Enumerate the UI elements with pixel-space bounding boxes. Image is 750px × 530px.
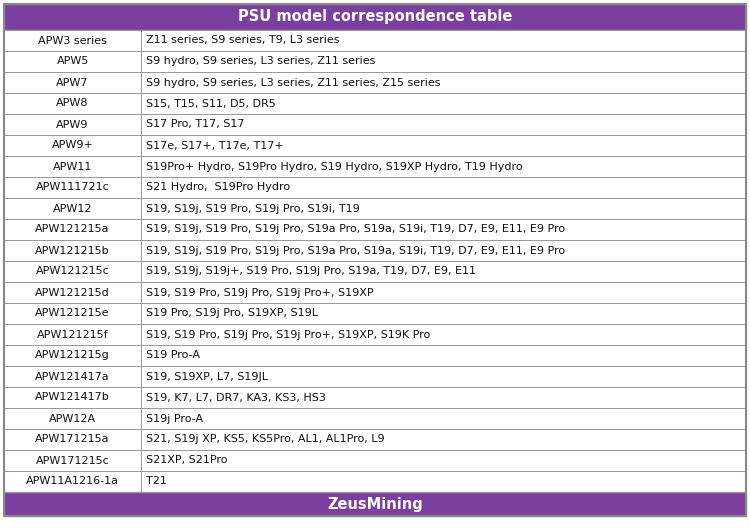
Text: S21 Hydro,  S19Pro Hydro: S21 Hydro, S19Pro Hydro [146,182,290,192]
Text: S19, S19XP, L7, S19JL: S19, S19XP, L7, S19JL [146,372,268,382]
Bar [141,366,746,387]
Bar [141,198,746,219]
Bar [141,219,746,240]
Bar [4,303,141,324]
Bar [141,240,746,261]
Text: APW111721c: APW111721c [36,182,109,192]
Text: APW121215a: APW121215a [35,225,110,234]
Bar [141,387,746,408]
Bar [4,492,746,516]
Text: S19j Pro-A: S19j Pro-A [146,413,203,423]
Bar [141,30,746,51]
Text: S19, S19j, S19 Pro, S19j Pro, S19i, T19: S19, S19j, S19 Pro, S19j Pro, S19i, T19 [146,204,360,214]
Text: APW171215c: APW171215c [36,455,109,465]
Bar [4,198,141,219]
Bar [4,177,141,198]
Text: S19 Pro-A: S19 Pro-A [146,350,200,360]
Bar [4,93,141,114]
Text: APW171215a: APW171215a [35,435,110,445]
Text: T21: T21 [146,476,167,487]
Text: APW121417b: APW121417b [35,393,110,402]
Text: S19, S19 Pro, S19j Pro, S19j Pro+, S19XP: S19, S19 Pro, S19j Pro, S19j Pro+, S19XP [146,287,374,297]
Bar [4,408,141,429]
Text: S19, S19j, S19j+, S19 Pro, S19j Pro, S19a, T19, D7, E9, E11: S19, S19j, S19j+, S19 Pro, S19j Pro, S19… [146,267,476,277]
Text: APW9: APW9 [56,119,89,129]
Text: S17e, S17+, T17e, T17+: S17e, S17+, T17e, T17+ [146,140,284,151]
Text: APW121215g: APW121215g [35,350,110,360]
Bar [141,93,746,114]
Bar [141,324,746,345]
Bar [4,345,141,366]
Bar [4,51,141,72]
Text: S19, S19 Pro, S19j Pro, S19j Pro+, S19XP, S19K Pro: S19, S19 Pro, S19j Pro, S19j Pro+, S19XP… [146,330,430,340]
Bar [141,408,746,429]
Text: S19, K7, L7, DR7, KA3, KS3, HS3: S19, K7, L7, DR7, KA3, KS3, HS3 [146,393,326,402]
Bar [4,4,746,30]
Bar [141,282,746,303]
Text: APW121215b: APW121215b [35,245,110,255]
Text: S19, S19j, S19 Pro, S19j Pro, S19a Pro, S19a, S19i, T19, D7, E9, E11, E9 Pro: S19, S19j, S19 Pro, S19j Pro, S19a Pro, … [146,245,566,255]
Text: S19Pro+ Hydro, S19Pro Hydro, S19 Hydro, S19XP Hydro, T19 Hydro: S19Pro+ Hydro, S19Pro Hydro, S19 Hydro, … [146,162,523,172]
Bar [4,324,141,345]
Text: S9 hydro, S9 series, L3 series, Z11 series: S9 hydro, S9 series, L3 series, Z11 seri… [146,57,376,66]
Bar [4,135,141,156]
Bar [4,471,141,492]
Bar [4,261,141,282]
Text: ZeusMining: ZeusMining [327,497,423,511]
Text: S9 hydro, S9 series, L3 series, Z11 series, Z15 series: S9 hydro, S9 series, L3 series, Z11 seri… [146,77,441,87]
Bar [4,156,141,177]
Text: APW121215f: APW121215f [37,330,109,340]
Bar [141,303,746,324]
Text: S19 Pro, S19j Pro, S19XP, S19L: S19 Pro, S19j Pro, S19XP, S19L [146,308,318,319]
Bar [141,51,746,72]
Text: APW9+: APW9+ [52,140,94,151]
Text: APW5: APW5 [56,57,88,66]
Bar [141,261,746,282]
Text: S21XP, S21Pro: S21XP, S21Pro [146,455,228,465]
Bar [4,387,141,408]
Text: APW7: APW7 [56,77,89,87]
Bar [141,450,746,471]
Text: PSU model correspondence table: PSU model correspondence table [238,10,512,24]
Text: S19, S19j, S19 Pro, S19j Pro, S19a Pro, S19a, S19i, T19, D7, E9, E11, E9 Pro: S19, S19j, S19 Pro, S19j Pro, S19a Pro, … [146,225,566,234]
Text: APW121215c: APW121215c [36,267,109,277]
Text: Z11 series, S9 series, T9, L3 series: Z11 series, S9 series, T9, L3 series [146,36,340,46]
Bar [4,114,141,135]
Bar [141,429,746,450]
Bar [4,450,141,471]
Bar [141,471,746,492]
Text: APW121417a: APW121417a [35,372,110,382]
Text: APW12A: APW12A [49,413,96,423]
Text: APW8: APW8 [56,99,89,109]
Text: S21, S19j XP, KS5, KS5Pro, AL1, AL1Pro, L9: S21, S19j XP, KS5, KS5Pro, AL1, AL1Pro, … [146,435,385,445]
Text: APW11: APW11 [53,162,92,172]
Bar [4,219,141,240]
Bar [4,30,141,51]
Text: APW11A1216-1a: APW11A1216-1a [26,476,119,487]
Bar [141,177,746,198]
Bar [141,72,746,93]
Bar [141,135,746,156]
Text: S17 Pro, T17, S17: S17 Pro, T17, S17 [146,119,244,129]
Text: APW12: APW12 [53,204,92,214]
Bar [141,114,746,135]
Text: APW121215e: APW121215e [35,308,110,319]
Bar [4,240,141,261]
Text: APW121215d: APW121215d [35,287,110,297]
Bar [4,429,141,450]
Bar [4,366,141,387]
Bar [141,156,746,177]
Bar [141,345,746,366]
Text: APW3 series: APW3 series [38,36,107,46]
Text: S15, T15, S11, D5, DR5: S15, T15, S11, D5, DR5 [146,99,276,109]
Bar [4,72,141,93]
Bar [4,282,141,303]
